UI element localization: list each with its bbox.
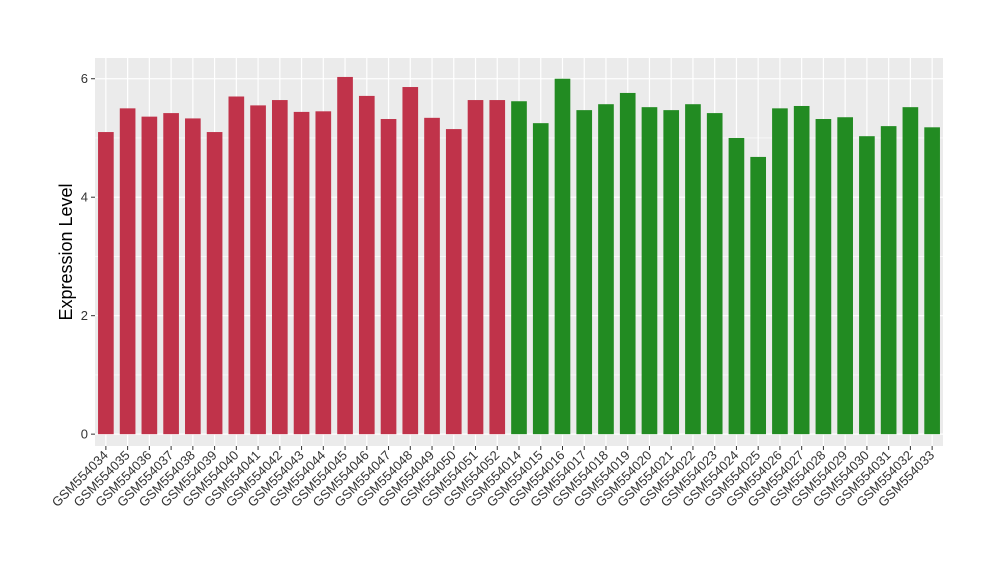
bar-GSM554037 xyxy=(163,113,179,435)
bar-GSM554026 xyxy=(772,108,788,435)
bar-GSM554050 xyxy=(445,129,462,435)
bar-GSM554048 xyxy=(402,87,419,435)
bar-GSM554027 xyxy=(793,105,810,435)
bar-GSM554041 xyxy=(250,105,266,435)
bar-GSM554014 xyxy=(511,101,527,435)
bar-GSM554018 xyxy=(598,104,614,435)
bar-GSM554025 xyxy=(750,156,767,435)
x-axis: GSM554034GSM554035GSM554036GSM554037GSM5… xyxy=(49,446,937,510)
bar-GSM554045 xyxy=(337,76,353,435)
y-axis-title: Expression Level xyxy=(56,183,76,320)
bar-GSM554033 xyxy=(924,127,940,435)
bar-GSM554036 xyxy=(141,116,158,435)
bar-GSM554030 xyxy=(859,136,875,435)
y-axis: 0 2 4 6 xyxy=(81,71,95,442)
bar-GSM554016 xyxy=(554,78,571,435)
y-tick-label: 6 xyxy=(81,71,88,86)
bar-GSM554019 xyxy=(619,92,636,435)
bar-GSM554020 xyxy=(641,107,658,435)
bar-GSM554047 xyxy=(380,119,397,435)
bar-GSM554021 xyxy=(663,110,680,435)
bar-GSM554023 xyxy=(706,113,723,435)
bar-GSM554038 xyxy=(185,118,201,435)
bar-GSM554028 xyxy=(815,119,832,435)
bar-GSM554042 xyxy=(271,100,288,435)
bar-GSM554052 xyxy=(489,100,506,435)
bar-GSM554029 xyxy=(837,117,853,435)
y-tick-label: 2 xyxy=(81,308,88,323)
bar-GSM554022 xyxy=(685,104,701,435)
bar-GSM554051 xyxy=(467,100,484,435)
bar-GSM554040 xyxy=(228,96,245,435)
bar-GSM554046 xyxy=(358,95,375,435)
bar-GSM554031 xyxy=(880,126,897,435)
bar-GSM554017 xyxy=(576,110,593,435)
bar-GSM554043 xyxy=(293,111,310,435)
bar-GSM554034 xyxy=(98,132,114,435)
bar-GSM554049 xyxy=(424,117,440,435)
bar-GSM554015 xyxy=(532,123,549,435)
bar-GSM554024 xyxy=(728,137,745,435)
y-tick-label: 0 xyxy=(81,427,88,442)
y-tick-label: 4 xyxy=(81,190,88,205)
bar-GSM554039 xyxy=(206,132,223,435)
bar-GSM554032 xyxy=(902,107,919,435)
bar-GSM554044 xyxy=(315,111,332,435)
bars xyxy=(98,76,940,435)
bar-GSM554035 xyxy=(119,108,136,435)
